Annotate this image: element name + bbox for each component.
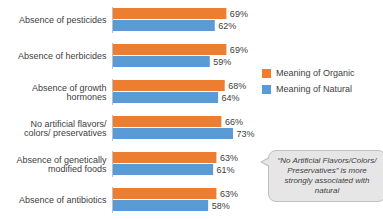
svg-text:63%: 63% bbox=[220, 153, 238, 163]
svg-text:Absence of pesticides: Absence of pesticides bbox=[19, 15, 107, 25]
svg-text:Absence of herbicides: Absence of herbicides bbox=[18, 51, 107, 61]
html-text:“No Artificial Flavors/Colors/: “No Artificial Flavors/Colors/ Preservat… bbox=[277, 156, 377, 195]
svg-text:Absence of growthhormones: Absence of growthhormones bbox=[32, 83, 107, 102]
svg-text:Absence of geneticallymodified: Absence of geneticallymodified foods bbox=[16, 155, 107, 174]
svg-text:61%: 61% bbox=[217, 165, 235, 175]
svg-text:No artificial flavors/colors/: No artificial flavors/colors/ preservati… bbox=[24, 119, 107, 138]
svg-text:63%: 63% bbox=[220, 189, 238, 199]
html-text:Meaning of Natural: Meaning of Natural bbox=[276, 84, 352, 94]
svg-text:64%: 64% bbox=[222, 93, 240, 103]
svg-text:66%: 66% bbox=[225, 117, 243, 127]
svg-text:69%: 69% bbox=[230, 9, 248, 19]
html-text:Meaning of Organic: Meaning of Organic bbox=[276, 68, 355, 78]
svg-text:59%: 59% bbox=[213, 57, 231, 67]
svg-text:58%: 58% bbox=[212, 201, 230, 211]
svg-text:73%: 73% bbox=[237, 129, 255, 139]
svg-text:62%: 62% bbox=[218, 21, 236, 31]
svg-text:Absence of antibiotics: Absence of antibiotics bbox=[19, 195, 107, 205]
svg-text:68%: 68% bbox=[228, 81, 246, 91]
svg-text:69%: 69% bbox=[230, 45, 248, 55]
